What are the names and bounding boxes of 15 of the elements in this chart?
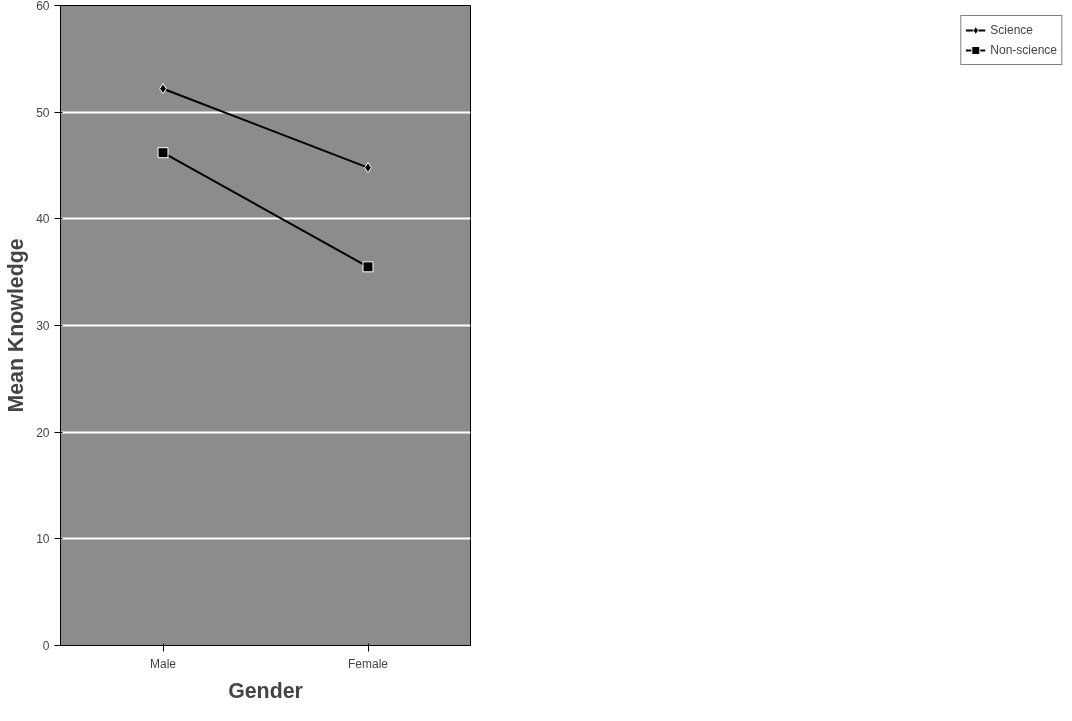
y-tick-label: 60: [36, 0, 50, 13]
y-tick-label: 30: [36, 319, 50, 333]
x-tick-label: Female: [347, 656, 389, 671]
y-tick-label: 40: [36, 212, 50, 227]
point: [157, 147, 169, 159]
y-tick-label: 0: [42, 639, 50, 653]
x-tick-label: Male: [150, 656, 177, 671]
y-tick-label: 20: [36, 425, 50, 440]
point: [362, 261, 374, 273]
y-tick-label: 10: [36, 532, 50, 547]
x-axis-title: Gender: [228, 678, 303, 703]
y-tick-label: 50: [36, 105, 50, 120]
y-axis-title: Mean Knowledge: [4, 238, 29, 413]
legend-label: Non-science: [990, 43, 1057, 57]
legend-label: Science: [990, 23, 1033, 37]
